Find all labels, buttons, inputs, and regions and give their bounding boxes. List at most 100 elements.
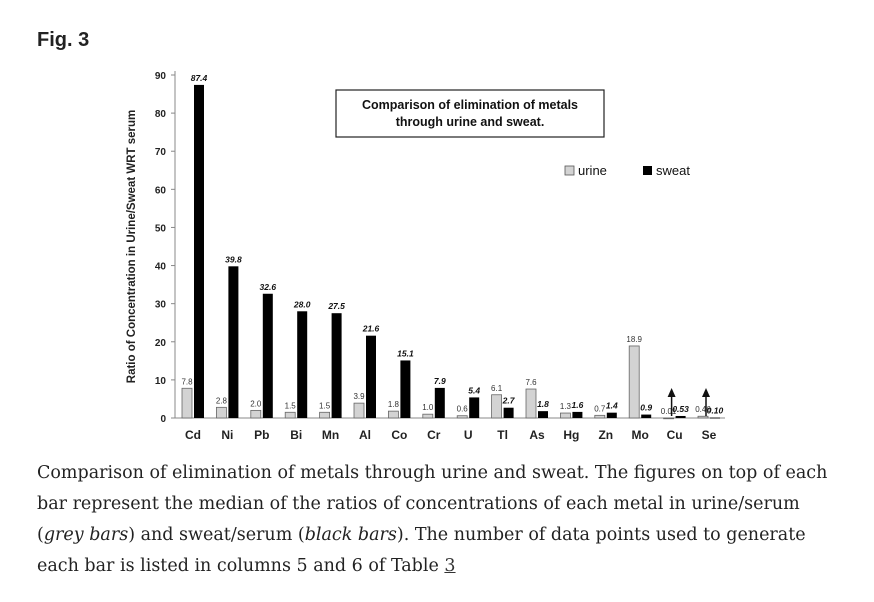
y-tick-label: 80 — [155, 109, 167, 120]
x-tick-label-cr: Cr — [427, 428, 441, 442]
sweat-bar-ni — [228, 266, 239, 418]
sweat-value-label-al: 21.6 — [362, 324, 380, 334]
sweat-bar-cu — [675, 415, 686, 418]
urine-bar-bi — [284, 411, 296, 419]
legend-label-urine: urine — [578, 163, 607, 178]
sweat-bar-zn — [606, 412, 617, 418]
sweat-bar-hg — [572, 411, 583, 418]
table-link[interactable]: 3 — [444, 556, 456, 576]
sweat-bar-bi — [297, 311, 308, 418]
sweat-bar-cd — [194, 84, 204, 419]
x-tick-label-cd: Cd — [185, 428, 201, 442]
sweat-bar-u — [469, 397, 480, 418]
x-tick-label-zn: Zn — [598, 428, 613, 442]
sweat-value-label-zn: 1.4 — [606, 401, 618, 411]
urine-value-label-cu: 0.01 — [661, 407, 677, 416]
urine-value-label-hg: 1.3 — [560, 402, 572, 411]
sweat-bar-co — [400, 360, 411, 418]
x-tick-label-mn: Mn — [322, 428, 339, 442]
x-tick-label-u: U — [464, 428, 473, 442]
sweat-value-label-cu: 0.53 — [672, 404, 689, 414]
urine-value-label-ni: 2.8 — [216, 396, 228, 405]
arrow-head-se — [702, 388, 710, 397]
caption-text-3: ). The number of data points used to gen… — [37, 525, 806, 576]
chart-svg: 0 10 20 30 40 50 60 70 80 90 Ratio of Concentratio… — [126, 71, 725, 442]
sweat-value-label-mn: 27.5 — [327, 301, 345, 311]
x-tick-label-se: Se — [702, 428, 717, 442]
chart-title-box — [335, 89, 605, 138]
urine-value-label-mo: 18.9 — [626, 335, 642, 344]
urine-bar-ni — [215, 406, 227, 419]
sweat-bar-al — [366, 335, 376, 418]
y-tick-label: 70 — [155, 147, 167, 158]
sweat-value-label-as: 1.8 — [537, 399, 549, 409]
sweat-bar-as — [538, 411, 548, 418]
urine-value-label-se: 0.46 — [695, 405, 711, 414]
urine-bar-al — [353, 402, 365, 419]
urine-bar-se — [697, 415, 709, 419]
caption-text-1: Comparison of elimination of metals thro… — [37, 463, 828, 545]
x-tick-label-bi: Bi — [290, 428, 302, 442]
urine-bar-cu — [663, 417, 674, 420]
x-tick-label-al: Al — [359, 428, 371, 442]
y-tick-label: 50 — [155, 223, 167, 234]
urine-value-label-pb: 2.0 — [250, 399, 262, 408]
y-tick-label: 30 — [155, 300, 167, 311]
sweat-value-label-mo: 0.9 — [640, 403, 652, 413]
y-tick-label: 0 — [160, 414, 166, 425]
legend-label-sweat: sweat — [656, 163, 690, 178]
sweat-value-label-cr: 7.9 — [434, 376, 446, 386]
urine-value-label-cd: 7.8 — [181, 377, 193, 386]
y-tick-label: 10 — [155, 376, 167, 387]
urine-bar-pb — [250, 409, 262, 419]
urine-bar-co — [387, 410, 399, 419]
urine-bar-cd — [181, 387, 193, 419]
x-tick-label-cu: Cu — [667, 428, 683, 442]
urine-bar-cr — [422, 413, 434, 419]
legend-swatch-sweat — [643, 166, 652, 175]
urine-value-label-cr: 1.0 — [422, 403, 434, 412]
urine-bar-u — [456, 415, 468, 419]
urine-value-label-zn: 0.7 — [594, 404, 606, 413]
sweat-value-label-hg: 1.6 — [571, 400, 583, 410]
x-tick-label-mo: Mo — [632, 428, 649, 442]
sweat-value-label-u: 5.4 — [468, 385, 480, 395]
bar-chart: 0 10 20 30 40 50 60 70 80 90 Ratio of Concentratio… — [126, 71, 725, 442]
urine-value-label-u: 0.6 — [457, 405, 469, 414]
arrow-head-cu — [667, 388, 676, 397]
caption-black-bars: black bars — [304, 525, 397, 545]
urine-bar-tl — [491, 394, 503, 419]
sweat-bar-mo — [641, 414, 652, 418]
y-tick-label: 90 — [155, 71, 167, 82]
x-tick-label-hg: Hg — [563, 428, 579, 442]
caption-grey-bars: grey bars — [43, 525, 129, 545]
urine-value-label-co: 1.8 — [388, 400, 400, 409]
urine-bar-as — [525, 388, 537, 419]
y-tick-label: 20 — [155, 338, 167, 349]
x-tick-label-co: Co — [391, 428, 407, 442]
x-tick-label-pb: Pb — [254, 428, 269, 442]
urine-bar-zn — [594, 414, 606, 419]
sweat-bar-pb — [262, 293, 273, 418]
figure-label: Fig. 3 — [37, 29, 90, 51]
sweat-bar-tl — [503, 407, 514, 418]
y-tick-label: 60 — [155, 185, 167, 196]
sweat-value-label-se: 0.10 — [707, 406, 724, 416]
urine-value-label-al: 3.9 — [353, 392, 365, 401]
sweat-value-label-pb: 32.6 — [260, 282, 277, 292]
sweat-bar-se — [710, 417, 720, 419]
urine-bar-hg — [560, 412, 571, 419]
legend-swatch-urine — [564, 165, 575, 176]
sweat-value-label-cd: 87.4 — [191, 73, 208, 83]
urine-value-label-mn: 1.5 — [319, 401, 331, 410]
x-tick-label-ni: Ni — [221, 428, 233, 442]
sweat-bar-mn — [331, 313, 342, 418]
urine-value-label-tl: 6.1 — [491, 384, 503, 393]
sweat-bar-cr — [434, 387, 445, 418]
chart-title: Comparison of elimination of metals throu… — [362, 98, 578, 129]
figure-caption: Comparison of elimination of metals thro… — [37, 458, 837, 582]
urine-bar-mn — [319, 411, 331, 419]
urine-bar-mo — [628, 345, 640, 419]
sweat-value-label-tl: 2.7 — [502, 396, 516, 406]
caption-text-2: ) and sweat/serum ( — [128, 525, 305, 545]
